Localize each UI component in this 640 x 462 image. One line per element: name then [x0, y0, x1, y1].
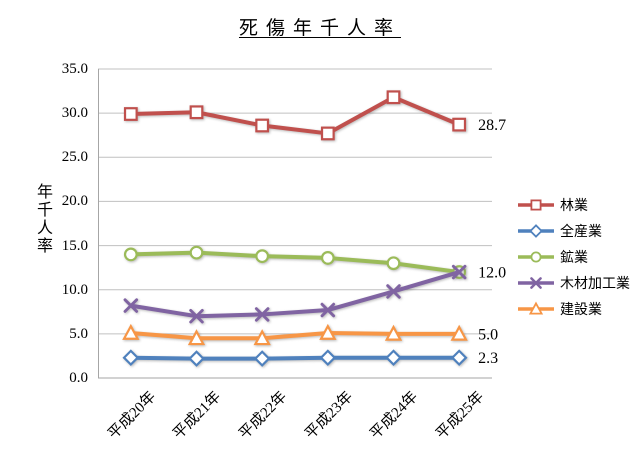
legend-item: 林業	[516, 192, 630, 218]
diamond-marker-icon	[122, 349, 140, 367]
x-axis-label: 平成23年	[302, 388, 356, 443]
legend-marker-icon	[518, 277, 554, 289]
triangle-marker-icon	[253, 329, 271, 346]
series-polyline	[128, 355, 462, 361]
diamond-marker-icon	[319, 349, 337, 367]
data-label: 28.7	[478, 117, 506, 134]
triangle-marker-icon	[319, 323, 337, 340]
triangle-marker-icon	[122, 323, 140, 340]
triangle-marker-icon	[187, 329, 206, 346]
legend-item: 鉱業	[516, 244, 630, 270]
y-tick-label: 25.0	[61, 149, 88, 166]
y-tick-label: 15.0	[61, 237, 88, 254]
x-marker-icon	[386, 284, 401, 299]
y-tick-label: 35.0	[61, 61, 88, 77]
diamond-marker-icon	[188, 350, 205, 367]
series-polyline	[128, 330, 462, 341]
legend: 林業全産業鉱業木材加工業建設業	[516, 192, 630, 322]
circle-marker-icon	[530, 251, 542, 263]
legend-label: 木材加工業	[560, 277, 630, 292]
legend-marker-icon	[518, 251, 554, 263]
data-labels: 28.7 2.3 12.0 5.0	[478, 117, 506, 367]
legend-label: 建設業	[560, 303, 602, 318]
series-line-3	[123, 245, 467, 279]
legend-item: 建設業	[516, 296, 630, 322]
y-axis-title: 年千人率	[34, 183, 51, 255]
legend-label: 鉱業	[560, 251, 588, 266]
x-marker-icon	[530, 277, 542, 289]
diamond-marker-icon	[253, 350, 271, 367]
series-line-5	[122, 323, 468, 346]
x-marker-icon	[254, 307, 270, 322]
plot-area: 28.7 2.3 12.0 5.0	[98, 68, 506, 379]
circle-marker-icon	[320, 251, 335, 265]
legend-marker-icon	[518, 199, 554, 211]
square-marker-icon	[386, 90, 401, 105]
square-marker-icon	[452, 117, 467, 132]
x-axis-label: 平成21年	[170, 388, 225, 443]
x-marker-icon	[189, 308, 204, 324]
series-line-4	[123, 264, 467, 324]
data-label: 12.0	[478, 265, 506, 282]
diamond-marker-icon	[529, 224, 543, 238]
legend-item: 全産業	[516, 218, 630, 244]
series-polyline	[128, 95, 462, 136]
diamond-marker-icon	[385, 349, 402, 367]
series-line-2	[122, 349, 468, 367]
legend-label: 林業	[560, 199, 588, 214]
triangle-marker-icon	[384, 324, 403, 341]
y-tick-label: 30.0	[61, 105, 88, 122]
legend-marker-icon	[518, 224, 554, 238]
y-tick-label: 5.0	[69, 325, 88, 342]
y-tick-label: 0.0	[69, 370, 88, 386]
series-polyline	[128, 270, 462, 319]
x-axis-label: 平成20年	[105, 388, 159, 443]
circle-marker-icon	[189, 245, 204, 260]
series-polyline	[128, 250, 462, 275]
x-axis-label: 平成22年	[236, 388, 291, 443]
x-marker-icon	[123, 298, 139, 313]
square-marker-icon	[320, 126, 335, 141]
diamond-marker-icon	[450, 349, 468, 367]
chart-title: 死傷年千人率	[238, 18, 401, 39]
y-tick-label: 10.0	[61, 281, 88, 298]
legend-marker-icon	[518, 301, 554, 315]
triangle-marker-icon	[450, 324, 468, 341]
triangle-marker-icon	[528, 301, 544, 315]
x-axis-label: 平成24年	[367, 388, 422, 443]
legend-label: 全産業	[560, 225, 602, 240]
square-marker-icon	[530, 199, 542, 211]
x-axis-label: 平成25年	[433, 388, 488, 443]
y-tick-label: 20.0	[61, 193, 88, 210]
square-marker-icon	[123, 107, 138, 121]
square-marker-icon	[189, 105, 204, 120]
chart-title-row: 死傷年千人率	[0, 13, 640, 40]
data-label: 2.3	[478, 350, 498, 367]
circle-marker-icon	[386, 256, 401, 271]
x-marker-icon	[451, 264, 467, 280]
circle-marker-icon	[123, 247, 138, 262]
circle-marker-icon	[255, 249, 270, 264]
series-line-1	[123, 90, 467, 141]
x-marker-icon	[320, 302, 336, 318]
data-label: 5.0	[478, 326, 498, 343]
square-marker-icon	[255, 118, 270, 133]
legend-item: 木材加工業	[516, 270, 630, 296]
